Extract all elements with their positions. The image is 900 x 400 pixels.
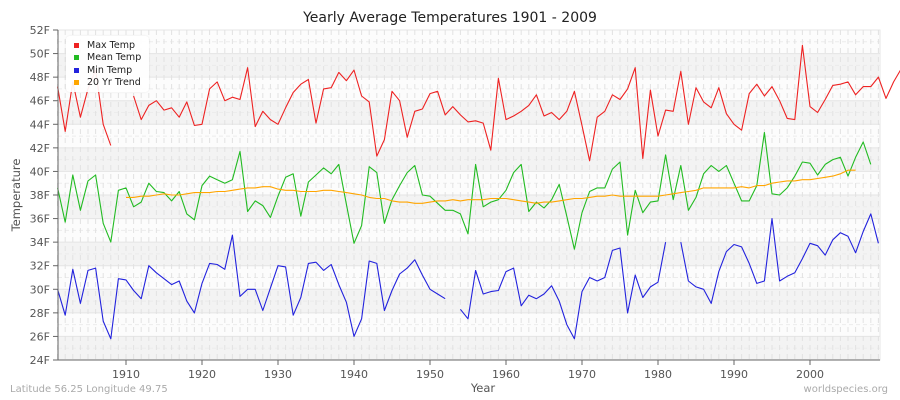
- y-tick-label: 28F: [30, 307, 50, 320]
- max-temp-swatch-icon: [74, 42, 79, 48]
- location-caption: Latitude 56.25 Longitude 49.75: [10, 384, 168, 395]
- plot-background-bands: [57, 29, 881, 361]
- y-tick-label: 50F: [30, 48, 50, 61]
- x-tick-label: 1960: [492, 368, 520, 381]
- min-temp-line: [57, 234, 446, 340]
- y-tick-label: 42F: [30, 142, 50, 155]
- y-tick-label: 30F: [30, 283, 50, 296]
- mean-temp-line: [57, 131, 872, 250]
- mean-temp-swatch-icon: [74, 55, 79, 61]
- legend-label: Min Temp: [87, 64, 133, 76]
- x-tick-label: 1970: [568, 368, 596, 381]
- x-axis-title: Year: [470, 381, 496, 395]
- x-tick-label: 1980: [644, 368, 672, 381]
- min-temp-swatch-icon: [74, 67, 79, 73]
- y-tick-label: 34F: [30, 236, 50, 249]
- series-layer: [57, 44, 900, 340]
- legend-label: Max Temp: [87, 39, 135, 51]
- y-tick-label: 40F: [30, 165, 50, 178]
- chart-title: Yearly Average Temperatures 1901 - 2009: [303, 10, 597, 26]
- y-axis-title: Temperature: [9, 159, 23, 233]
- y-tick-label: 46F: [30, 95, 50, 108]
- legend-item-trend: 20 Yr Trend: [74, 77, 141, 90]
- legend-item-max: Max Temp: [74, 39, 141, 52]
- x-tick-label: 1940: [340, 368, 368, 381]
- y-tick-label: 36F: [30, 213, 50, 226]
- chart-legend: Max Temp Mean Temp Min Temp 20 Yr Trend: [66, 36, 150, 92]
- x-tick-label: 1930: [264, 368, 292, 381]
- min-temp-line: [680, 213, 879, 304]
- 20-yr-trend-line: [126, 169, 856, 204]
- max-temp-line: [133, 44, 900, 162]
- legend-label: 20 Yr Trend: [87, 77, 141, 89]
- x-axis-ticks: 1910 1920 1930 1940 1950 1960 1970 1980 1990 2000: [112, 360, 824, 381]
- y-tick-label: 38F: [30, 189, 50, 202]
- legend-label: Mean Temp: [87, 52, 142, 64]
- x-tick-label: 1950: [416, 368, 444, 381]
- x-tick-label: 1990: [720, 368, 748, 381]
- legend-item-min: Min Temp: [74, 64, 141, 77]
- y-tick-label: 44F: [30, 118, 50, 131]
- source-link[interactable]: worldspecies.org: [803, 384, 888, 395]
- y-tick-label: 24F: [30, 354, 50, 367]
- y-axis-ticks: 24F 26F 28F 30F 32F 34F 36F 38F 40F 42F 44F 46F 48F 5…: [30, 24, 58, 367]
- y-tick-label: 26F: [30, 330, 50, 343]
- x-tick-label: 1920: [188, 368, 216, 381]
- trend-swatch-icon: [74, 80, 79, 86]
- min-temp-line: [459, 241, 667, 340]
- x-tick-label: 2000: [796, 368, 824, 381]
- y-tick-label: 48F: [30, 71, 50, 84]
- y-tick-label: 32F: [30, 260, 50, 273]
- y-tick-label: 52F: [30, 24, 50, 37]
- max-temp-line: [57, 69, 112, 146]
- legend-item-mean: Mean Temp: [74, 52, 141, 65]
- x-tick-label: 1910: [112, 368, 140, 381]
